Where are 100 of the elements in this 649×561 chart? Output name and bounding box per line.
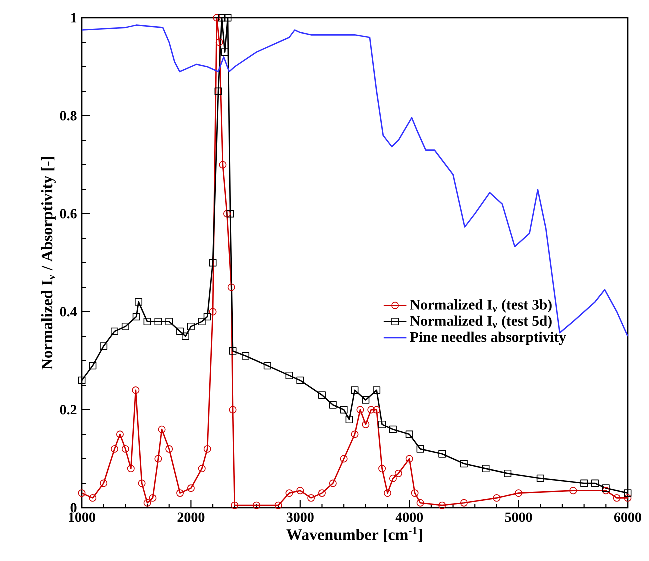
point <box>373 386 381 394</box>
x-tick-label: 1000 <box>69 512 96 522</box>
point <box>219 161 227 169</box>
point <box>213 14 221 22</box>
point <box>493 494 501 502</box>
point <box>127 465 135 473</box>
point <box>226 210 234 218</box>
point <box>286 490 294 498</box>
point <box>362 396 370 404</box>
point <box>204 313 212 321</box>
point <box>111 328 118 336</box>
point <box>229 347 237 355</box>
legend-label: Normalized I$_{ν}$ (test 5d) <box>410 316 552 330</box>
point <box>138 480 146 488</box>
legend-label: Pine needles absorptivity <box>410 332 566 346</box>
x-axis-title: Wavenumber [cm$^{-1}$] <box>286 527 422 542</box>
point <box>176 328 184 336</box>
point <box>89 494 97 502</box>
point <box>264 362 272 370</box>
point <box>411 490 419 498</box>
point <box>100 342 108 350</box>
point <box>296 487 304 495</box>
point <box>394 470 402 478</box>
point <box>460 499 468 507</box>
point <box>274 502 282 510</box>
point <box>198 465 206 473</box>
point <box>536 474 544 482</box>
point <box>144 318 152 326</box>
point <box>221 48 229 56</box>
point <box>204 445 212 453</box>
legend-label: Normalized I$_{ν}$ (test 3b) <box>410 300 552 313</box>
point <box>515 490 523 498</box>
y-tick-label: 0.2 <box>60 405 77 415</box>
point <box>229 406 237 414</box>
point <box>154 455 162 463</box>
point <box>340 406 348 414</box>
point <box>624 494 632 502</box>
point <box>286 372 294 380</box>
y-axis-title: Normalized I$_{ν}$ / Absorptivity [-] <box>41 157 56 370</box>
point <box>166 445 174 453</box>
point <box>182 332 190 340</box>
point <box>252 502 260 510</box>
point <box>216 38 224 46</box>
point <box>318 392 326 400</box>
point <box>78 376 86 384</box>
point <box>504 470 512 478</box>
point <box>570 487 578 495</box>
point <box>438 502 446 510</box>
point <box>346 416 354 424</box>
point <box>613 494 621 502</box>
point <box>416 445 424 453</box>
point <box>460 460 468 468</box>
y-tick-label: 1 <box>71 13 77 23</box>
point <box>242 352 250 360</box>
point <box>592 480 599 488</box>
x-tick-label: 3000 <box>286 512 314 522</box>
point <box>351 430 359 438</box>
point <box>144 499 152 507</box>
point <box>209 308 217 316</box>
y-tick-label: 0.8 <box>60 111 77 121</box>
point <box>384 490 392 498</box>
point <box>329 401 337 409</box>
point <box>198 318 206 326</box>
point <box>187 484 195 492</box>
point <box>406 455 414 463</box>
point <box>224 14 232 22</box>
point <box>166 318 174 326</box>
y-tick-label: 0 <box>70 503 77 513</box>
point <box>318 490 326 498</box>
point <box>362 420 370 428</box>
point <box>122 322 130 330</box>
point <box>116 430 124 438</box>
point <box>135 298 143 306</box>
point <box>329 480 337 488</box>
point <box>373 406 381 414</box>
point <box>308 494 316 502</box>
point <box>296 376 304 384</box>
x-tick-label: 2000 <box>178 512 205 522</box>
point <box>214 88 222 96</box>
point <box>132 386 140 394</box>
y-tick-label: 0.6 <box>60 209 77 219</box>
point <box>482 465 490 473</box>
point <box>378 465 386 473</box>
point <box>187 322 195 330</box>
point <box>78 490 86 498</box>
point <box>89 362 97 370</box>
point <box>218 14 226 22</box>
point <box>111 445 118 453</box>
point <box>602 484 610 492</box>
point <box>406 430 414 438</box>
point <box>122 445 130 453</box>
point <box>132 313 140 321</box>
point <box>340 455 348 463</box>
x-tick-label: 4000 <box>396 512 424 522</box>
point <box>158 426 166 434</box>
point <box>624 490 632 498</box>
point <box>356 406 364 414</box>
point <box>389 474 397 482</box>
point <box>378 420 386 428</box>
x-tick-label: 5000 <box>505 512 532 522</box>
